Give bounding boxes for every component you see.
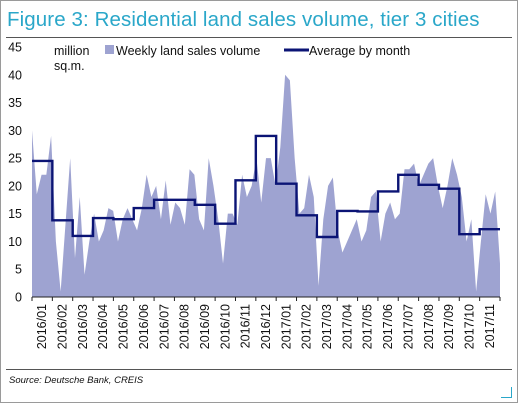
- x-tick-label: 2016/04: [96, 304, 110, 349]
- x-tick-label: 2016/09: [198, 304, 212, 349]
- chart: 0 5 10 15 20 25 30 35 40 45 2016/01 2016/02 2016/03…: [8, 41, 501, 349]
- y-tick-label: 25: [8, 152, 22, 166]
- x-tick-label: 2016/07: [157, 304, 171, 349]
- x-tick-label: 2017/11: [483, 304, 497, 348]
- x-tick-label: 2016/03: [76, 304, 90, 349]
- x-tick-label: 2016/05: [117, 304, 131, 349]
- y-tick-label: 10: [8, 235, 22, 249]
- weekly-volume-area-layer: [32, 74, 500, 297]
- x-tick-label: 2016/02: [56, 304, 70, 349]
- x-tick-label: 2017/04: [340, 304, 354, 349]
- y-tick-label: 15: [8, 207, 22, 221]
- title-divider: [6, 37, 512, 38]
- x-tick-label: 2016/06: [137, 304, 151, 349]
- x-tick-label: 2017/10: [462, 304, 476, 349]
- y-tick-label: 45: [8, 41, 22, 55]
- monthly-average-line: [32, 134, 500, 239]
- legend-label-average: Average by month: [309, 44, 410, 58]
- x-tick-label: 2016/10: [218, 304, 232, 349]
- x-tick-label: 2017/01: [279, 304, 293, 349]
- legend: Weekly land sales volume Average by mont…: [105, 44, 410, 58]
- y-axis-unit-line1: million: [54, 44, 89, 58]
- x-tick-label: 2017/08: [422, 304, 436, 349]
- x-tick-label: 2016/12: [259, 304, 273, 349]
- source-divider: [6, 369, 512, 370]
- y-tick-label: 5: [15, 263, 22, 277]
- weekly-volume-area: [32, 74, 500, 297]
- legend-swatch-weekly: [105, 45, 114, 54]
- y-tick-label: 40: [8, 68, 22, 82]
- figure-title: Figure 3: Residential land sales volume,…: [7, 8, 480, 31]
- x-tick-label: 2017/07: [401, 304, 415, 349]
- x-axis: 2016/01 2016/02 2016/03 2016/04 2016/05 2016/…: [31, 296, 501, 349]
- x-tick-label: 2016/01: [35, 304, 49, 349]
- y-axis-ticks: 0 5 10 15 20 25 30 35 40 45: [8, 41, 22, 305]
- source-note: Source: Deutsche Bank, CREIS: [9, 375, 144, 386]
- x-tick-label: 2016/11: [239, 304, 253, 348]
- y-axis-unit-line2: sq.m.: [54, 59, 85, 73]
- y-tick-label: 0: [15, 291, 22, 305]
- y-tick-label: 30: [8, 124, 22, 138]
- x-tick-label: 2016/08: [178, 304, 192, 349]
- x-tick-label: 2017/06: [381, 304, 395, 349]
- monthly-average-line-layer: [32, 134, 500, 239]
- x-tick-label: 2017/05: [361, 304, 375, 349]
- x-tick-label: 2017/02: [300, 304, 314, 349]
- y-tick-label: 35: [8, 96, 22, 110]
- x-tick-label: 2017/09: [442, 304, 456, 349]
- legend-label-weekly: Weekly land sales volume: [116, 44, 260, 58]
- x-tick-label: 2017/03: [320, 304, 334, 349]
- corner-mark: [501, 387, 512, 398]
- y-tick-label: 20: [8, 179, 22, 193]
